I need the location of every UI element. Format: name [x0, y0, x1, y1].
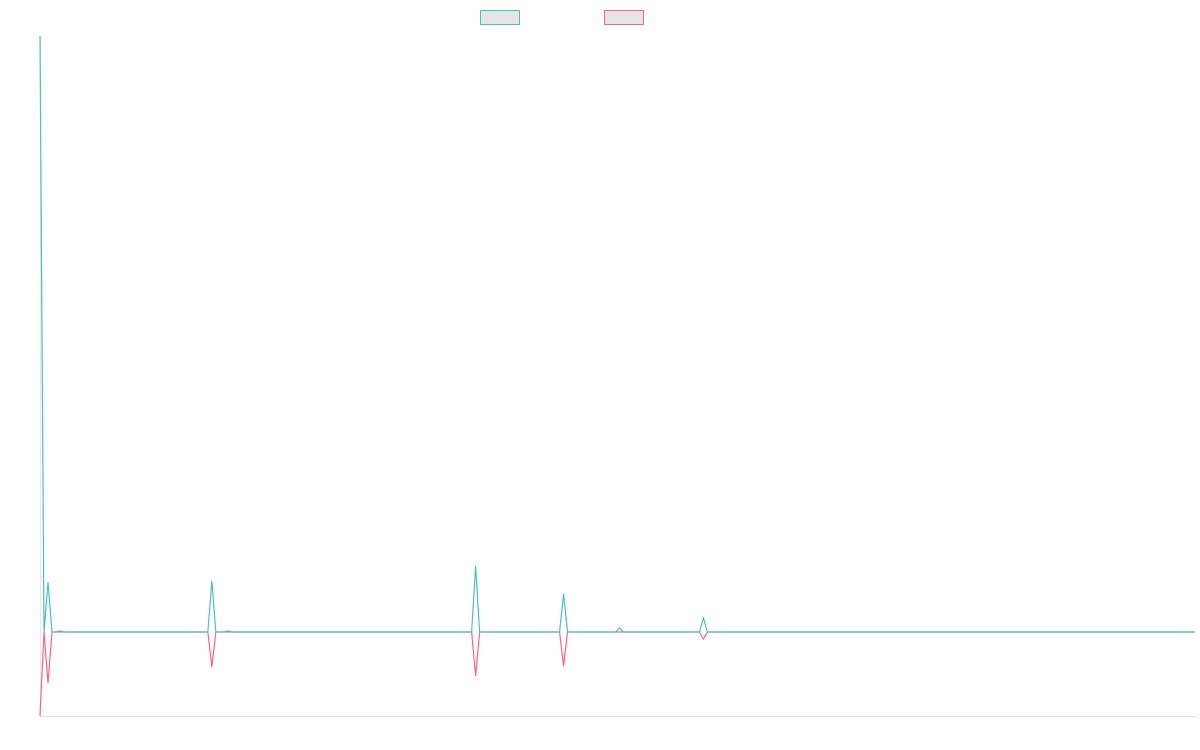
series-b-line — [39, 630, 1195, 717]
legend-swatch-series-a[interactable] — [480, 10, 520, 25]
legend-swatch-series-b[interactable] — [604, 10, 644, 25]
series-a-line — [39, 35, 1195, 633]
